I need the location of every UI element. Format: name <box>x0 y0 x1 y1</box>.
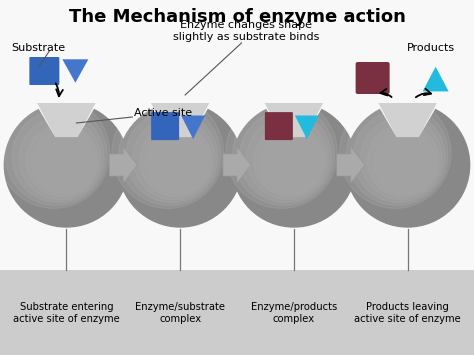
Text: Products: Products <box>407 43 455 53</box>
Polygon shape <box>34 101 99 137</box>
Circle shape <box>112 97 224 208</box>
Bar <box>0 270 474 355</box>
Polygon shape <box>423 67 448 91</box>
Circle shape <box>233 104 334 206</box>
Bar <box>0 0 474 270</box>
Polygon shape <box>151 103 210 137</box>
Polygon shape <box>148 101 212 137</box>
Circle shape <box>239 111 331 202</box>
Circle shape <box>4 103 128 227</box>
Polygon shape <box>181 115 205 139</box>
Text: Active site: Active site <box>134 108 192 118</box>
Polygon shape <box>63 59 88 83</box>
Circle shape <box>346 103 470 227</box>
Polygon shape <box>375 101 440 137</box>
Text: Enzyme changes shape
slightly as substrate binds: Enzyme changes shape slightly as substra… <box>173 20 319 42</box>
FancyBboxPatch shape <box>356 62 390 94</box>
Circle shape <box>126 111 218 202</box>
Polygon shape <box>378 103 437 137</box>
Polygon shape <box>109 147 137 183</box>
Polygon shape <box>262 101 326 137</box>
Text: Products leaving
active site of enzyme: Products leaving active site of enzyme <box>354 302 461 324</box>
Text: Enzyme/substrate
complex: Enzyme/substrate complex <box>135 302 225 324</box>
Circle shape <box>118 103 242 227</box>
Text: Enzyme/products
complex: Enzyme/products complex <box>251 302 337 324</box>
Circle shape <box>339 97 451 208</box>
FancyBboxPatch shape <box>151 112 179 140</box>
Circle shape <box>346 104 448 206</box>
Circle shape <box>12 111 104 202</box>
Circle shape <box>0 97 110 208</box>
Polygon shape <box>295 115 319 139</box>
Circle shape <box>5 104 107 206</box>
Polygon shape <box>264 103 323 137</box>
Text: Substrate entering
active site of enzyme: Substrate entering active site of enzyme <box>13 302 120 324</box>
Circle shape <box>353 111 445 202</box>
Circle shape <box>232 103 356 227</box>
Circle shape <box>119 104 220 206</box>
Polygon shape <box>337 147 365 183</box>
Circle shape <box>226 97 337 208</box>
Text: The Mechanism of enzyme action: The Mechanism of enzyme action <box>69 8 405 26</box>
Polygon shape <box>37 103 96 137</box>
FancyBboxPatch shape <box>265 112 293 140</box>
Text: Substrate: Substrate <box>11 43 65 53</box>
FancyBboxPatch shape <box>29 57 59 85</box>
Polygon shape <box>223 147 251 183</box>
